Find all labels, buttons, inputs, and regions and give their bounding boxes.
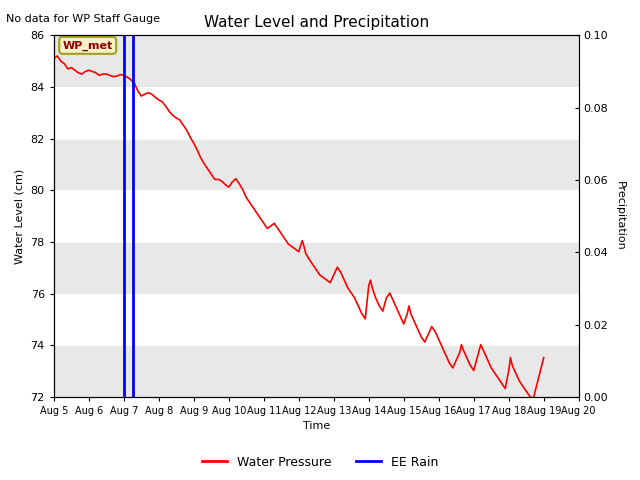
Bar xyxy=(54,294,579,345)
Bar xyxy=(54,190,579,242)
Bar xyxy=(54,87,579,139)
Text: WP_met: WP_met xyxy=(63,40,113,50)
Title: Water Level and Precipitation: Water Level and Precipitation xyxy=(204,15,429,30)
Y-axis label: Water Level (cm): Water Level (cm) xyxy=(15,168,25,264)
Bar xyxy=(54,242,579,294)
Bar xyxy=(54,36,579,87)
X-axis label: Time: Time xyxy=(303,421,330,432)
Y-axis label: Precipitation: Precipitation xyxy=(615,181,625,251)
Legend: Water Pressure, EE Rain: Water Pressure, EE Rain xyxy=(196,451,444,474)
Text: No data for WP Staff Gauge: No data for WP Staff Gauge xyxy=(6,14,161,24)
Bar xyxy=(54,139,579,190)
Bar xyxy=(54,345,579,397)
